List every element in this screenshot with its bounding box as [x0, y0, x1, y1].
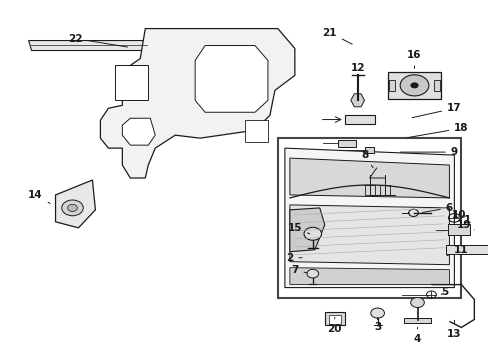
Circle shape	[304, 227, 321, 240]
Polygon shape	[289, 268, 448, 285]
Polygon shape	[122, 118, 155, 145]
Bar	[337, 140, 355, 147]
Circle shape	[306, 269, 318, 278]
Polygon shape	[350, 94, 364, 107]
Text: 5: 5	[440, 287, 447, 297]
Bar	[324, 312, 344, 325]
Text: 21: 21	[322, 28, 351, 44]
Circle shape	[370, 308, 384, 318]
Bar	[403, 318, 430, 323]
Text: 17: 17	[411, 103, 461, 118]
Bar	[433, 80, 439, 91]
Text: 16: 16	[407, 50, 421, 68]
Text: 3: 3	[373, 318, 381, 332]
Bar	[364, 185, 374, 195]
Polygon shape	[244, 120, 267, 142]
Text: 14: 14	[28, 190, 50, 203]
Bar	[446, 245, 488, 254]
Circle shape	[399, 75, 428, 96]
Text: 10: 10	[451, 210, 466, 220]
Text: 1: 1	[463, 215, 470, 225]
Bar	[379, 185, 389, 195]
Bar	[328, 315, 340, 324]
Bar	[344, 115, 374, 124]
Text: 15: 15	[287, 223, 309, 234]
Polygon shape	[195, 45, 267, 112]
Polygon shape	[115, 66, 148, 100]
Text: 18: 18	[407, 123, 468, 138]
Text: 19: 19	[456, 220, 473, 230]
Bar	[365, 147, 373, 153]
Text: 4: 4	[413, 328, 420, 345]
Text: 8: 8	[360, 150, 372, 168]
Circle shape	[409, 82, 418, 88]
Polygon shape	[289, 205, 448, 265]
Bar	[447, 224, 469, 235]
Circle shape	[61, 200, 83, 216]
Bar	[388, 80, 394, 91]
Polygon shape	[289, 208, 324, 252]
Text: 2: 2	[285, 253, 302, 263]
Polygon shape	[56, 180, 95, 228]
Polygon shape	[29, 41, 148, 50]
Polygon shape	[289, 158, 448, 198]
Circle shape	[410, 297, 424, 307]
Text: 13: 13	[446, 320, 461, 339]
Text: 20: 20	[327, 318, 341, 334]
Text: 6: 6	[421, 203, 452, 213]
Bar	[277, 138, 461, 298]
Text: 12: 12	[350, 63, 364, 78]
Circle shape	[67, 204, 77, 211]
Text: 9: 9	[400, 147, 457, 157]
Polygon shape	[285, 148, 453, 288]
Text: 7: 7	[290, 265, 306, 275]
Polygon shape	[100, 28, 294, 178]
Text: 11: 11	[446, 245, 468, 256]
Text: 22: 22	[68, 33, 127, 47]
Bar	[387, 72, 440, 99]
